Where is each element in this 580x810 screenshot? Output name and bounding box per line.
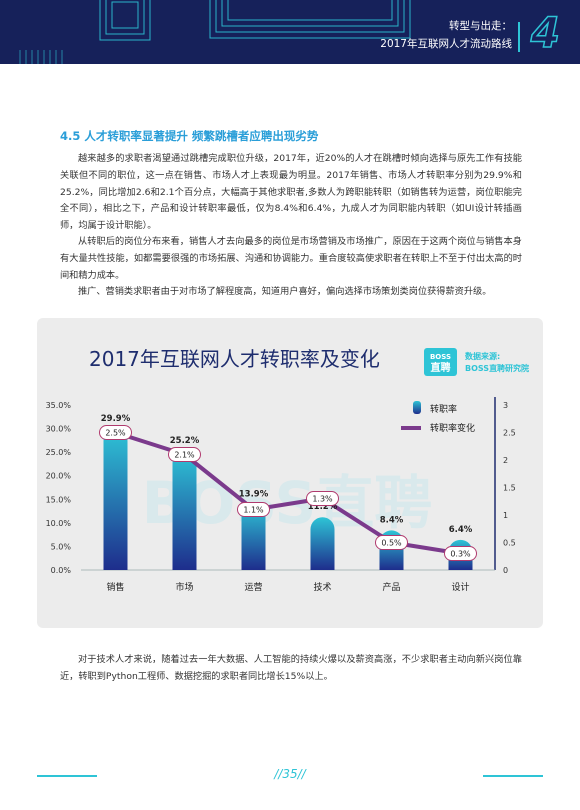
x-tick-label: 销售 (106, 581, 124, 593)
y-right-tick-label: 0 (503, 566, 508, 575)
footer-line-right (483, 775, 543, 777)
y-left-tick-label: 15.0% (46, 495, 72, 504)
paragraph-4: 对于技术人才来说，随着过去一年大数据、人工智能的持续火爆以及薪资高涨，不少求职者… (60, 654, 522, 682)
line-value-label: 1.3% (312, 495, 333, 504)
bar-value-label: 8.4% (380, 515, 404, 525)
logo-line2: 直聘 (431, 361, 451, 374)
y-right-tick-label: 3 (503, 401, 508, 410)
line-value-label: 0.3% (450, 550, 471, 559)
bar-value-label: 13.9% (239, 489, 269, 499)
paragraph-1: 越来越多的求职者渴望通过跳槽完成职位升级，2017年，近20%的人才在跳槽时倾向… (60, 153, 522, 232)
y-left-tick-label: 35.0% (46, 401, 72, 410)
x-tick-label: 设计 (451, 581, 469, 593)
source-logo: BOSS 直聘 (424, 348, 457, 376)
y-right-tick-label: 2.5 (503, 429, 516, 438)
x-tick-label: 市场 (175, 581, 193, 593)
header-decoration (19, 0, 411, 64)
header-divider (518, 22, 520, 52)
line-point-marker (237, 502, 270, 517)
line-value-label: 1.1% (243, 506, 264, 515)
line-value-label: 2.1% (174, 451, 195, 460)
bar (172, 451, 197, 570)
y-left-tick-label: 0.0% (51, 566, 72, 575)
line-point-marker (168, 447, 201, 462)
chart: BOSS直聘 2017年互联网人才转职率及变化 BOSS 直聘 数据来源: BO… (46, 347, 529, 593)
x-tick-label: 产品 (382, 581, 400, 593)
bar-value-label: 29.9% (101, 414, 131, 424)
line-value-label: 0.5% (381, 539, 402, 548)
chart-card: BOSS直聘 2017年互联网人才转职率及变化 BOSS 直聘 数据来源: BO… (37, 318, 543, 628)
header-title-line1: 转型与出走： (449, 20, 512, 32)
legend-bar-label: 转职率 (430, 403, 457, 415)
line-point-marker (375, 535, 408, 550)
logo-line1: BOSS (430, 353, 451, 361)
bar-value-label: 11.2% (308, 502, 338, 512)
page-header: 转型与出走： 2017年互联网人才流动路线 4 (0, 0, 580, 64)
source-label: 数据来源: (465, 351, 500, 361)
legend-line-label: 转职率变化 (430, 422, 475, 434)
line-point-marker (444, 546, 477, 561)
y-left-tick-label: 30.0% (46, 425, 72, 434)
line-value-label: 2.5% (105, 429, 126, 438)
header-title-line2: 2017年互联网人才流动路线 (380, 38, 512, 50)
x-tick-label: 技术 (313, 581, 331, 593)
y-right-tick-label: 1.5 (503, 484, 516, 493)
y-left-tick-label: 5.0% (51, 542, 72, 551)
footer-line-left (37, 775, 97, 777)
source-name: BOSS直聘研究院 (465, 363, 529, 373)
y-left-tick-label: 20.0% (46, 472, 72, 481)
chapter-number: 4 (530, 7, 561, 58)
section-title: 4.5 人才转职率显著提升 频繁跳槽者应聘出现劣势 (60, 129, 319, 143)
y-right-tick-label: 2 (503, 456, 508, 465)
x-tick-label: 运营 (244, 581, 262, 593)
line-point-marker (99, 425, 132, 440)
y-right-tick-label: 0.5 (503, 539, 516, 548)
bar (241, 504, 266, 570)
bar (310, 517, 335, 570)
paragraph-2: 从转职后的岗位分布来看，销售人才去向最多的岗位是市场营销及市场推广，原因在于这两… (60, 236, 522, 281)
y-left-tick-label: 25.0% (46, 448, 72, 457)
chart-title: 2017年互联网人才转职率及变化 (89, 347, 380, 371)
y-right-tick-label: 1 (503, 511, 508, 520)
page-number: //35// (274, 767, 306, 781)
paragraph-3: 推广、营销类求职者由于对市场了解程度高，知道用户喜好，偏向选择市场策划类岗位获得… (78, 286, 492, 297)
y-left-tick-label: 10.0% (46, 519, 72, 528)
legend-bar-swatch (413, 401, 421, 414)
bar (103, 429, 128, 570)
bar-value-label: 25.2% (170, 436, 200, 446)
bar-value-label: 6.4% (449, 525, 473, 535)
line-point-marker (306, 491, 339, 506)
